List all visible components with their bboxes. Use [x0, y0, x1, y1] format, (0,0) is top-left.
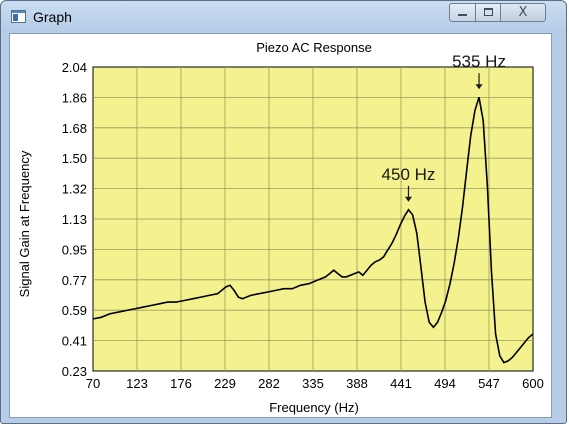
annotation-label: 450 Hz [382, 165, 436, 184]
y-tick-label: 0.23 [62, 364, 87, 379]
x-tick-label: 335 [302, 376, 324, 391]
app-icon-bar [12, 11, 25, 13]
title-bar[interactable]: Graph X [1, 1, 566, 33]
x-tick-label: 176 [170, 376, 192, 391]
x-tick-label: 70 [86, 376, 100, 391]
y-tick-label: 1.68 [62, 121, 87, 136]
x-tick-label: 547 [478, 376, 500, 391]
y-axis-label: Signal Gain at Frequency [17, 150, 32, 297]
graph-window-icon[interactable] [11, 10, 26, 23]
close-icon: X [518, 5, 528, 20]
annotation-label: 535 Hz [452, 52, 506, 71]
x-tick-label: 123 [126, 376, 148, 391]
annotation-arrow-head [475, 84, 483, 90]
annotation-arrow-head [404, 196, 412, 202]
x-tick-label: 494 [434, 376, 456, 391]
series-line [92, 96, 534, 364]
maximize-button[interactable] [475, 3, 501, 22]
x-axis-label: Frequency (Hz) [269, 400, 359, 415]
graph-client-area: Piezo AC Response Signal Gain at Frequen… [9, 33, 552, 418]
x-tick-label: 388 [346, 376, 368, 391]
x-tick-label: 229 [214, 376, 236, 391]
y-tick-label: 1.50 [62, 151, 87, 166]
close-button[interactable]: X [500, 3, 546, 22]
chart-title: Piezo AC Response [256, 40, 372, 55]
y-tick-label: 0.59 [62, 303, 87, 318]
y-tick-label: 0.95 [62, 242, 87, 257]
grid-lines [93, 67, 533, 371]
y-tick-label: 2.04 [62, 60, 87, 75]
x-tick-label: 441 [390, 376, 412, 391]
app-icon-pane [13, 14, 18, 21]
minimize-icon [458, 14, 467, 16]
chart: Piezo AC Response Signal Gain at Frequen… [17, 40, 544, 415]
x-tick-label: 600 [522, 376, 544, 391]
y-tick-label: 0.77 [62, 273, 87, 288]
y-tick-label: 1.32 [62, 182, 87, 197]
y-tick-label: 0.41 [62, 334, 87, 349]
x-tick-label: 282 [258, 376, 280, 391]
y-tick-label: 1.86 [62, 90, 87, 105]
window-title: Graph [33, 9, 72, 25]
tick-labels: 70 123 176 229 282 335 388 441 494 547 600 0.23 0.41… [62, 60, 544, 391]
maximize-icon [484, 8, 493, 16]
minimize-button[interactable] [449, 3, 476, 22]
annotations: 450 Hz 535 Hz [382, 52, 506, 202]
y-tick-label: 1.13 [62, 212, 87, 227]
